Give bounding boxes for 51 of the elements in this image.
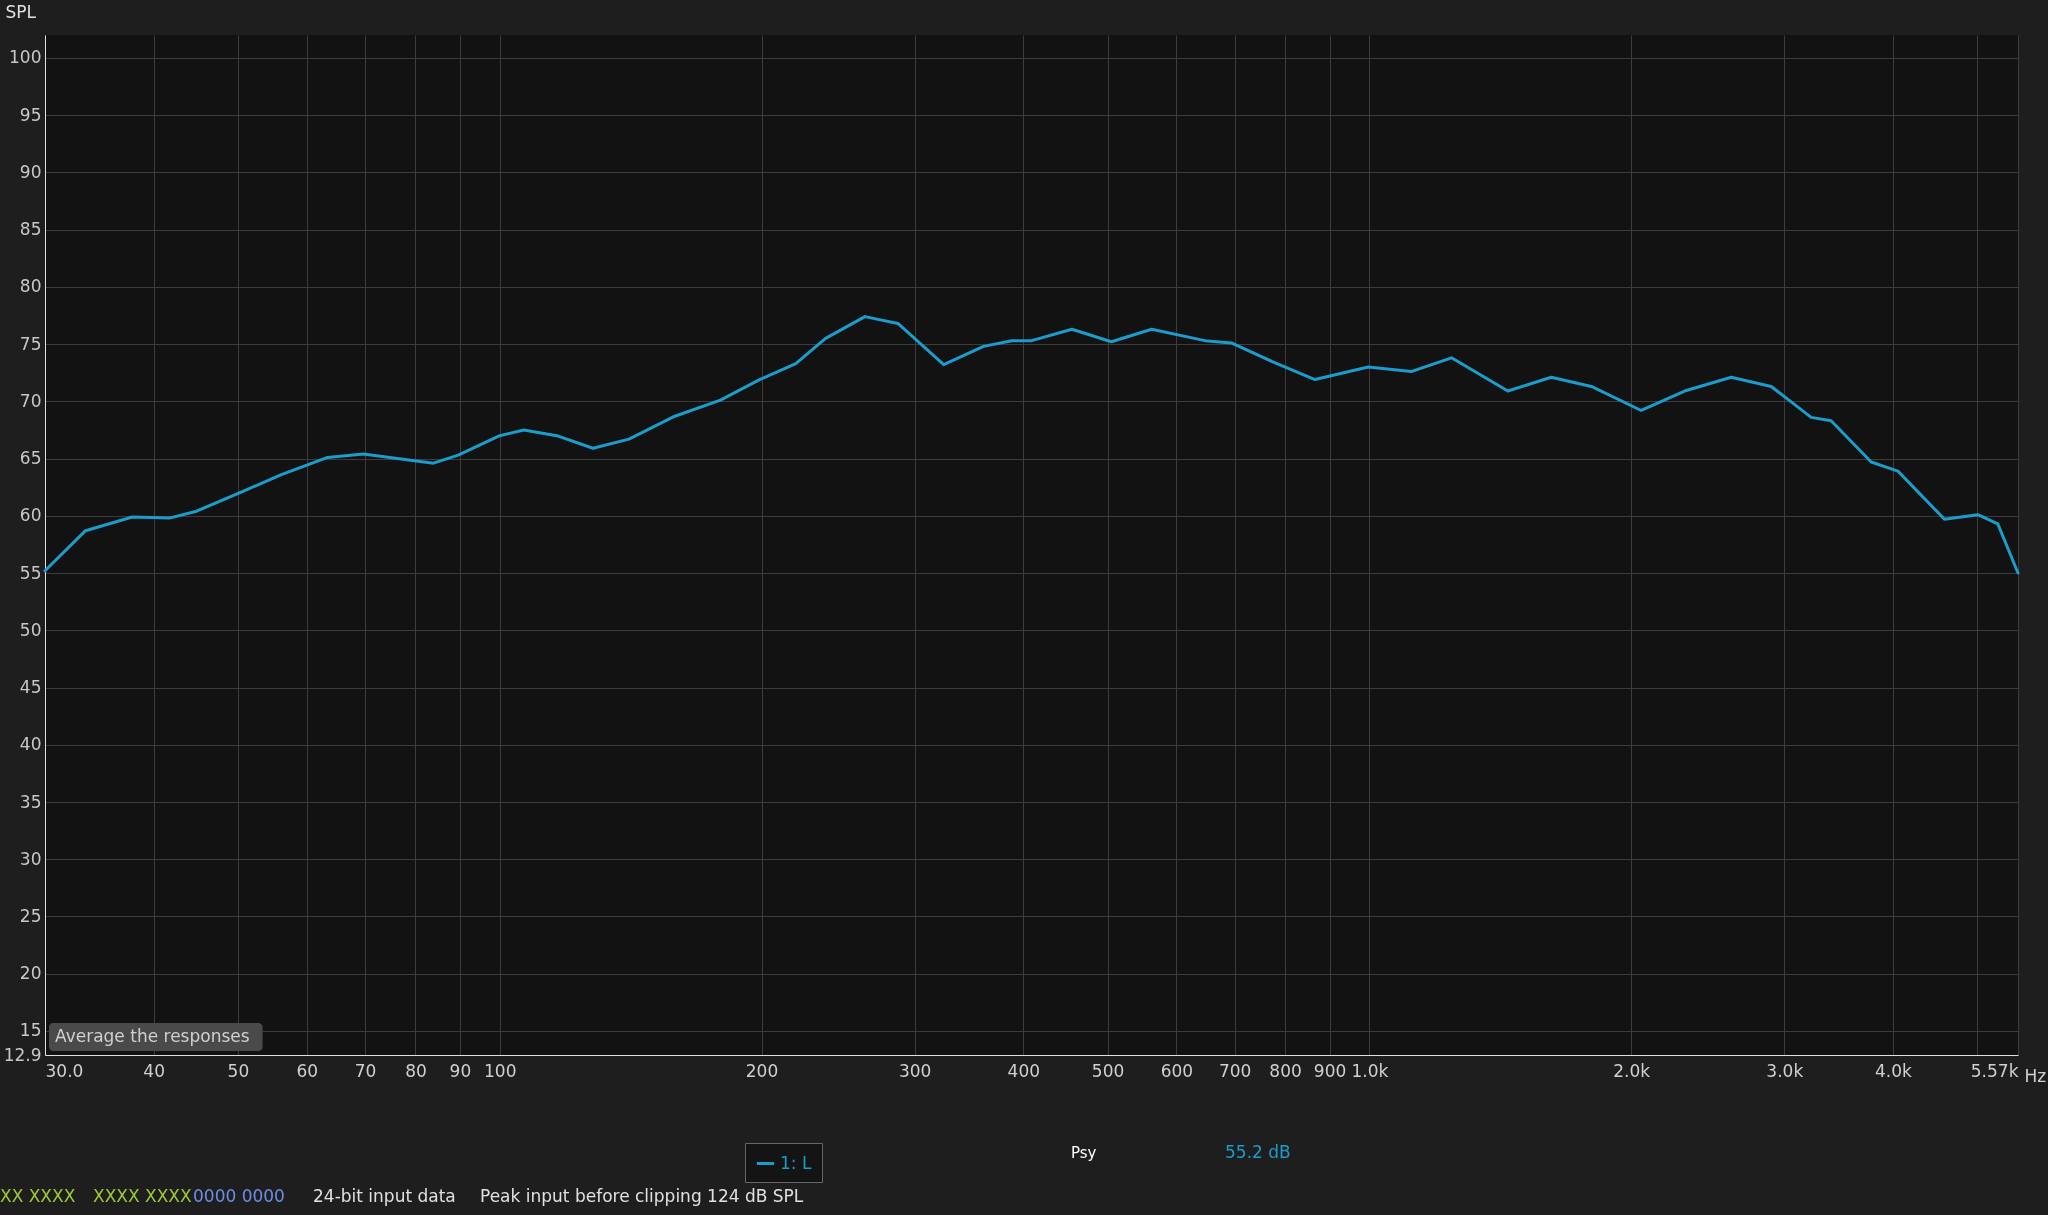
- x-tick-label: 1.0k: [1351, 1060, 1389, 1081]
- text: Psy: [1071, 1144, 1097, 1162]
- y-tick-label: 50: [19, 619, 42, 640]
- x-tick-label: 400: [1007, 1060, 1041, 1081]
- x-tick-label: 30.0: [45, 1060, 84, 1081]
- y-tick-label: 75: [19, 333, 42, 354]
- y-tick-label: 60: [19, 505, 42, 526]
- x-tick-label: 800: [1269, 1060, 1302, 1081]
- y-tick-label: 55: [19, 562, 42, 583]
- x-tick-label: 60: [296, 1060, 319, 1081]
- y-tick-label: 40: [19, 734, 42, 755]
- x-tick-label: 300: [898, 1060, 932, 1081]
- x-tick-label: 500: [1091, 1060, 1125, 1081]
- text: Peak input before clipping 124 dB SPL: [480, 1186, 804, 1206]
- x-tick-label: 200: [745, 1060, 779, 1081]
- x-tick-label: 80: [405, 1060, 427, 1081]
- text: XX XXXX: [0, 1186, 76, 1206]
- y-tick-label: 65: [19, 448, 42, 469]
- y-tick-label: 15: [19, 1020, 42, 1041]
- y-tick-label: 20: [19, 963, 42, 984]
- y-tick-label: 85: [19, 219, 42, 240]
- legend-label: 1: L: [780, 1152, 812, 1173]
- y-tick-label: 100: [9, 47, 42, 68]
- y-tick-label: 35: [19, 791, 42, 812]
- y-tick-label: 70: [19, 390, 42, 411]
- y-tick-label: 95: [19, 104, 42, 125]
- text: XXXX XXXX: [93, 1186, 192, 1206]
- x-tick-label: 5.57k: [1970, 1060, 2019, 1081]
- y-tick-label: 12.9: [3, 1044, 42, 1065]
- y-tick-label: 45: [19, 677, 42, 698]
- x-tick-label: 40: [143, 1060, 165, 1081]
- x-tick-label: 3.0k: [1766, 1060, 1804, 1081]
- y-tick-label: 25: [19, 905, 42, 926]
- y-axis-title: SPL: [5, 1, 37, 22]
- x-tick-label: 70: [354, 1060, 377, 1081]
- x-tick-label: 2.0k: [1613, 1060, 1651, 1081]
- x-tick-label: 100: [483, 1060, 517, 1081]
- x-axis-title: Hz: [2024, 1065, 2047, 1086]
- text: 55.2 dB: [1225, 1142, 1291, 1162]
- text: 0000 0000: [193, 1186, 285, 1206]
- annotation: Average the responses: [55, 1026, 250, 1046]
- y-tick-label: 80: [19, 276, 42, 297]
- x-tick-label: 600: [1160, 1060, 1194, 1081]
- y-tick-label: 90: [19, 161, 42, 182]
- x-tick-label: 4.0k: [1875, 1060, 1913, 1081]
- text: 24-bit input data: [313, 1186, 456, 1206]
- x-tick-label: 50: [227, 1060, 250, 1081]
- x-tick-label: 700: [1218, 1060, 1252, 1081]
- x-tick-label: 900: [1313, 1060, 1347, 1081]
- y-tick-label: 30: [19, 848, 42, 869]
- x-tick-label: 90: [449, 1060, 472, 1081]
